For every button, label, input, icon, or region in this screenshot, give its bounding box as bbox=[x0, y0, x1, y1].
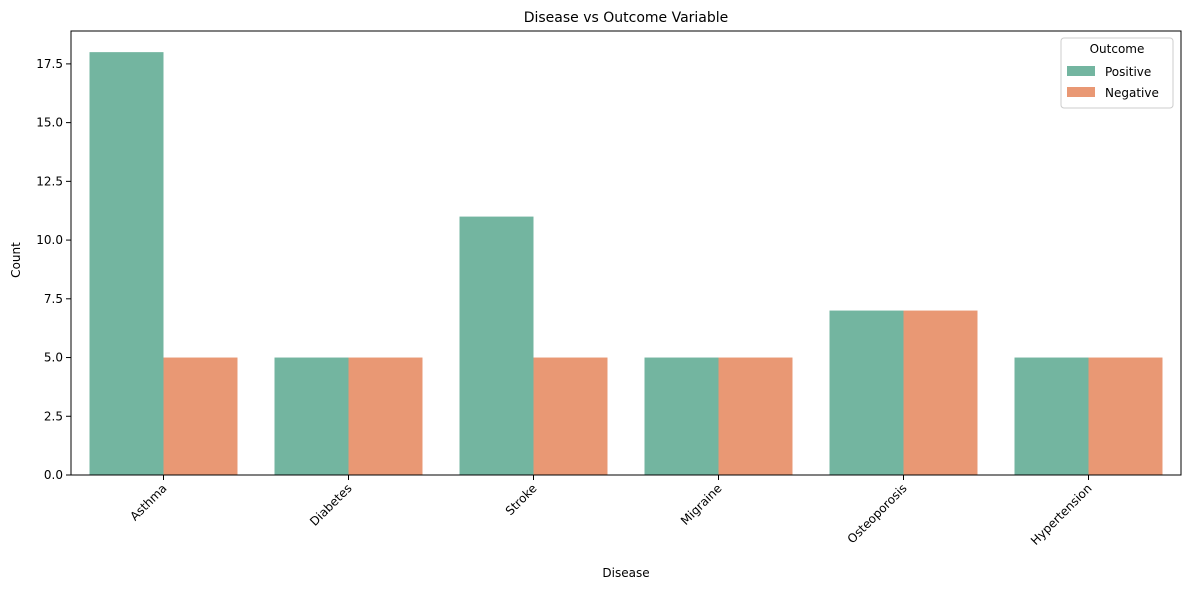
plot-area: 0.0 2.5 5.0 7.5 10.0 12.5 15.0 17.5 Asthma Diabet… bbox=[36, 30, 1182, 548]
x-tick-label: Stroke bbox=[503, 481, 540, 518]
y-tick-label: 0.0 bbox=[44, 468, 63, 482]
x-axis-label: Disease bbox=[602, 566, 649, 580]
y-tick-label: 7.5 bbox=[44, 292, 63, 306]
bar-positive-osteoporosis bbox=[829, 310, 904, 475]
x-tick-label: Diabetes bbox=[307, 481, 355, 529]
bar-positive-migraine bbox=[644, 357, 719, 475]
legend-title: Outcome bbox=[1090, 42, 1145, 56]
bar-negative-stroke bbox=[533, 357, 608, 475]
bar-positive-stroke bbox=[459, 216, 534, 475]
x-tick-label: Osteoporosis bbox=[845, 481, 910, 546]
bar-negative-osteoporosis bbox=[903, 310, 978, 475]
y-axis-label: Count bbox=[9, 242, 23, 278]
y-tick-label: 10.0 bbox=[36, 233, 63, 247]
y-tick-label: 15.0 bbox=[36, 116, 63, 130]
x-tick-label: Hypertension bbox=[1028, 481, 1095, 548]
bar-negative-hypertension bbox=[1088, 357, 1163, 475]
plot-frame bbox=[70, 30, 1182, 476]
legend-label-positive: Positive bbox=[1105, 65, 1151, 79]
x-tick-label: Asthma bbox=[127, 481, 169, 523]
chart-title: Disease vs Outcome Variable bbox=[524, 10, 729, 26]
y-tick-label: 5.0 bbox=[44, 351, 63, 365]
bar-positive-asthma bbox=[89, 52, 164, 475]
bar-positive-diabetes bbox=[274, 357, 349, 475]
legend-swatch-negative bbox=[1067, 87, 1095, 97]
legend-swatch-positive bbox=[1067, 66, 1095, 76]
bar-positive-hypertension bbox=[1014, 357, 1089, 475]
x-tick-label: Migraine bbox=[678, 481, 725, 528]
legend-label-negative: Negative bbox=[1105, 86, 1159, 100]
y-tick-label: 12.5 bbox=[36, 174, 63, 188]
bar-negative-asthma bbox=[163, 357, 238, 475]
bar-negative-migraine bbox=[718, 357, 793, 475]
y-tick-label: 17.5 bbox=[36, 57, 63, 71]
y-tick-label: 2.5 bbox=[44, 409, 63, 423]
bar-negative-diabetes bbox=[348, 357, 423, 475]
